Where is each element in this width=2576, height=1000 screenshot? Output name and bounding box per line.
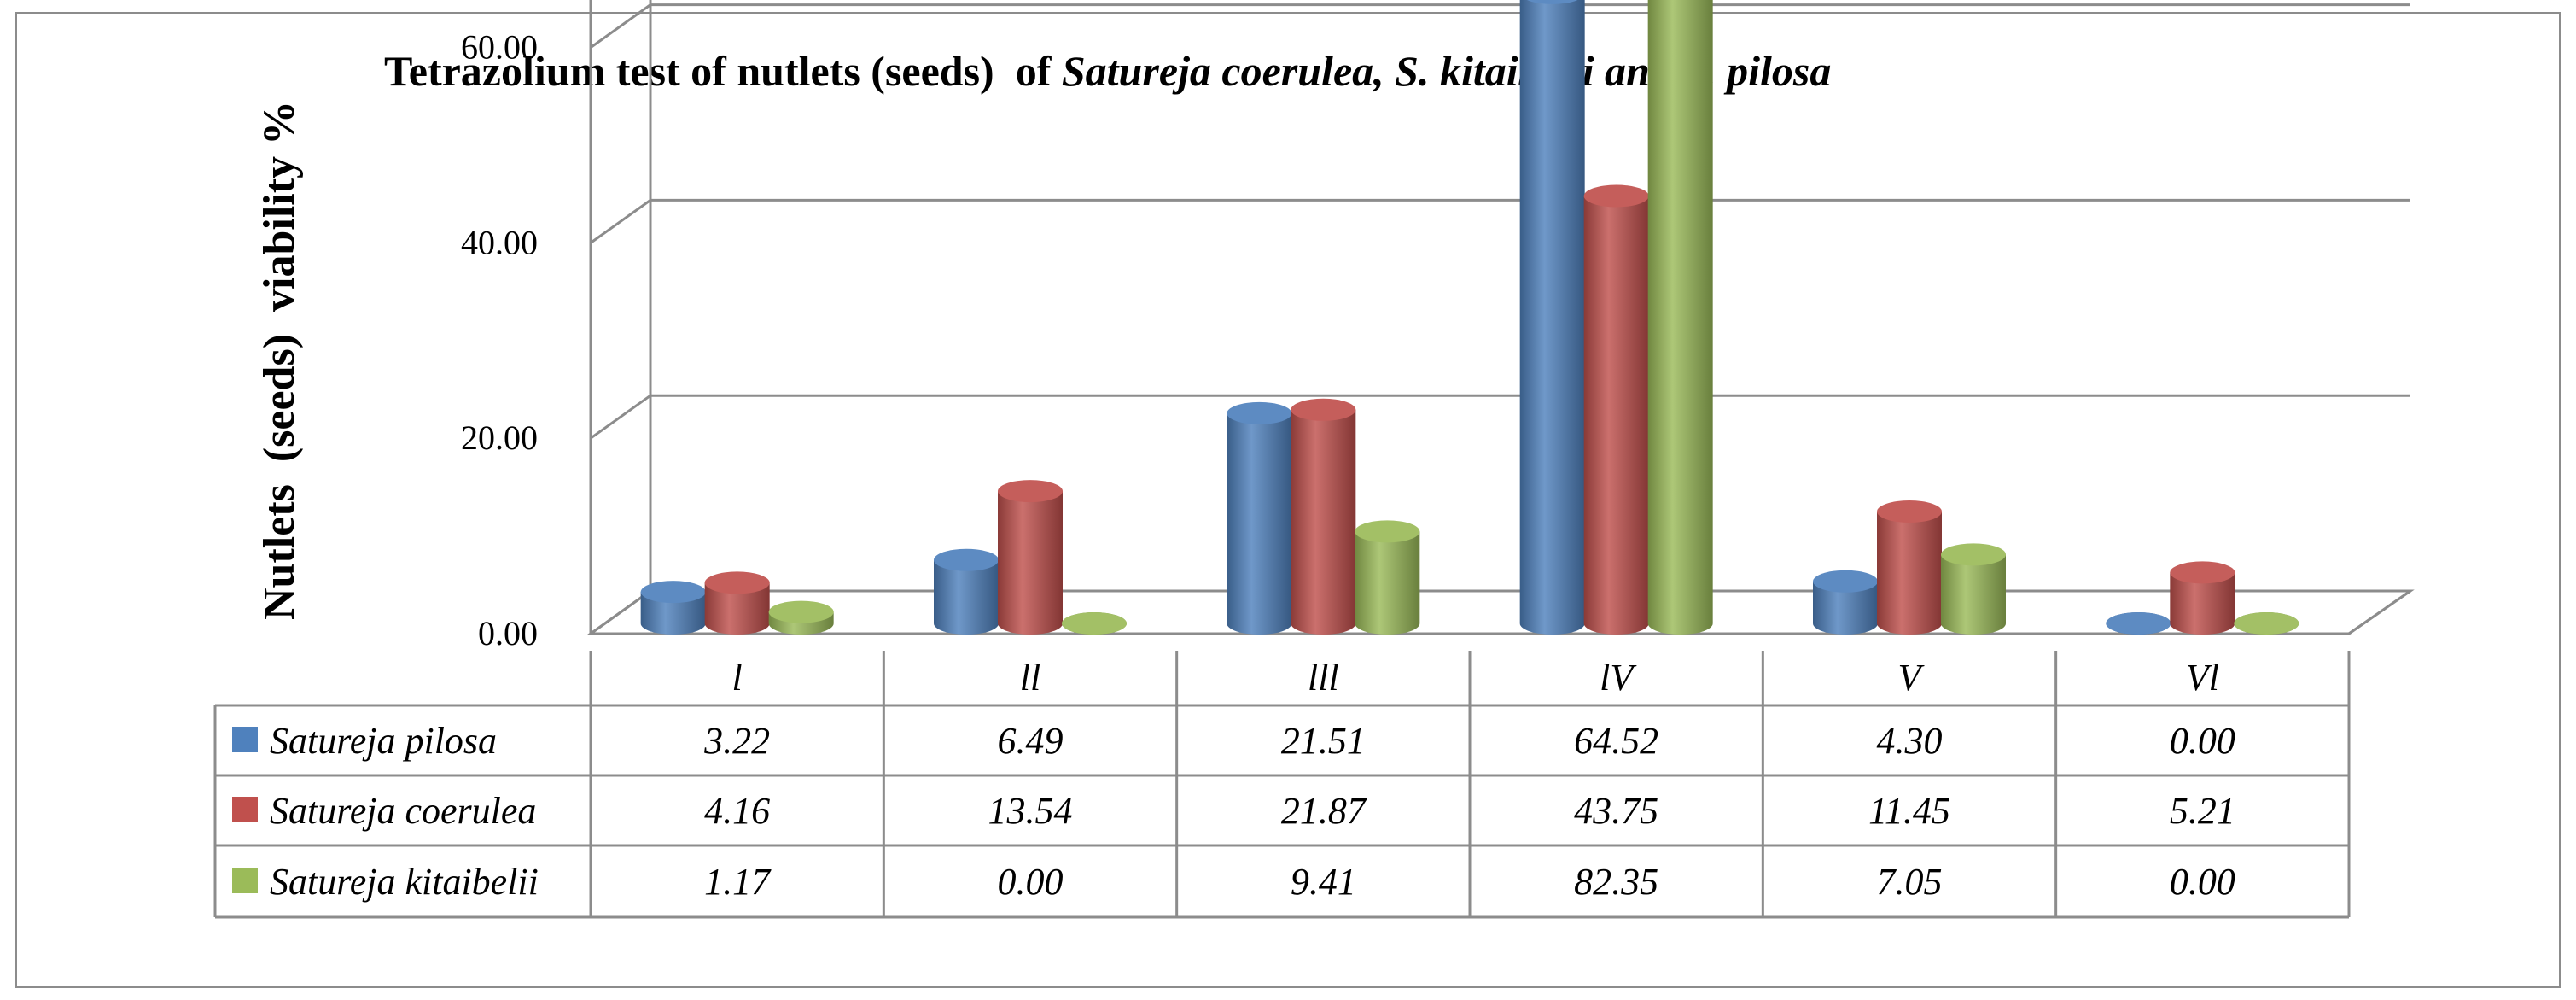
- bar-body: [1877, 512, 1942, 635]
- chart-title: Tetrazolium test of nutlets (seeds) of S…: [384, 47, 1831, 95]
- bar-body: [640, 592, 706, 635]
- bar-body: [1941, 554, 2006, 635]
- data-label: 5.21: [2170, 790, 2235, 832]
- bar-top: [934, 548, 999, 571]
- y-tick-label: 20.00: [461, 418, 538, 457]
- data-label: 21.51: [1281, 720, 1366, 762]
- bar-body: [1519, 0, 1585, 635]
- gridline-depth: [590, 394, 651, 440]
- bar-body: [998, 491, 1063, 635]
- legend-swatch: [232, 727, 258, 752]
- data-label: 0.00: [2170, 861, 2235, 903]
- bar: [934, 548, 999, 635]
- chart-title-prefix: Tetrazolium test of nutlets (seeds) of: [384, 47, 1062, 95]
- bar-top: [768, 600, 834, 623]
- category-label: l: [732, 657, 743, 699]
- bar-body: [1227, 412, 1292, 635]
- bar-body: [1813, 581, 1878, 635]
- category-label: ll: [1020, 657, 1040, 699]
- category-label: lV: [1600, 657, 1637, 699]
- data-label: 82.35: [1574, 861, 1658, 903]
- data-label: 1.17: [704, 861, 772, 903]
- bar-body: [1647, 0, 1713, 635]
- data-label: 64.52: [1574, 720, 1658, 762]
- category-label: V: [1898, 657, 1926, 699]
- data-label: 21.87: [1281, 790, 1367, 832]
- legend-swatch: [232, 868, 258, 893]
- bar: [1647, 0, 1713, 635]
- bar: [640, 581, 706, 635]
- bars: [640, 0, 2299, 635]
- bar-top: [1941, 543, 2006, 566]
- y-axis-label: Nutlets (seeds) viability %: [255, 101, 304, 620]
- bar: [1583, 184, 1649, 635]
- bar-body: [1355, 531, 1420, 635]
- data-label: 4.30: [1877, 720, 1943, 762]
- data-label: 11.45: [1868, 790, 1950, 832]
- data-label: 3.22: [703, 720, 770, 762]
- bar-top: [1526, 0, 1578, 4]
- bar-top: [704, 571, 770, 594]
- gridlines: [586, 0, 2415, 635]
- chart-title-species: Satureja coerulea, S. kitaibelii and S. …: [1062, 47, 1832, 95]
- gridline-depth: [590, 3, 651, 49]
- data-label: 9.41: [1291, 861, 1356, 903]
- y-tick-label: 40.00: [461, 223, 538, 261]
- bar: [998, 480, 1063, 635]
- bar-body: [704, 582, 770, 635]
- bar-body: [1291, 409, 1356, 635]
- data-label: 13.54: [988, 790, 1073, 832]
- category-label: lll: [1308, 657, 1339, 699]
- bar: [2106, 612, 2171, 635]
- bar: [2234, 612, 2299, 635]
- bar: [1062, 612, 1127, 635]
- legend-label: Satureja kitaibelii: [270, 861, 539, 903]
- bar-top: [2106, 612, 2171, 635]
- data-label: 0.00: [2170, 720, 2235, 762]
- data-label: 43.75: [1574, 790, 1658, 832]
- gridline-depth: [590, 199, 651, 244]
- bar-top: [1813, 570, 1878, 593]
- bar-top: [1583, 184, 1649, 208]
- bar: [704, 571, 770, 635]
- bar-top: [1227, 401, 1292, 424]
- bar: [768, 600, 834, 635]
- bar: [1227, 401, 1292, 635]
- bar: [1941, 543, 2006, 635]
- y-tick-label: 60.00: [461, 28, 538, 67]
- bar-top: [2234, 612, 2299, 635]
- bar: [1877, 500, 1942, 635]
- data-label: 7.05: [1877, 861, 1943, 903]
- y-tick-label: 0.00: [478, 614, 538, 652]
- floor-right-edge: [2348, 589, 2411, 635]
- bar-top: [1291, 398, 1356, 421]
- bar-top: [1062, 612, 1127, 635]
- data-label: 4.16: [704, 790, 770, 832]
- bar-top: [1355, 520, 1420, 543]
- bar-top: [2170, 561, 2235, 584]
- bar: [1813, 570, 1878, 635]
- bar: [1519, 0, 1585, 635]
- bar: [2170, 561, 2235, 635]
- bar-body: [1583, 196, 1649, 635]
- bar-top: [998, 480, 1063, 503]
- category-label: Vl: [2186, 657, 2219, 699]
- bar-top: [640, 581, 706, 604]
- legend-label: Satureja coerulea: [270, 790, 536, 832]
- bar-body: [2170, 572, 2235, 635]
- bar-body: [934, 559, 999, 635]
- bar: [1291, 398, 1356, 635]
- bar: [1355, 520, 1420, 635]
- legend-label: Satureja pilosa: [270, 720, 497, 762]
- legend-swatch: [232, 797, 258, 822]
- data-label: 0.00: [998, 861, 1064, 903]
- bar-top: [1877, 500, 1942, 523]
- data-label: 6.49: [998, 720, 1064, 762]
